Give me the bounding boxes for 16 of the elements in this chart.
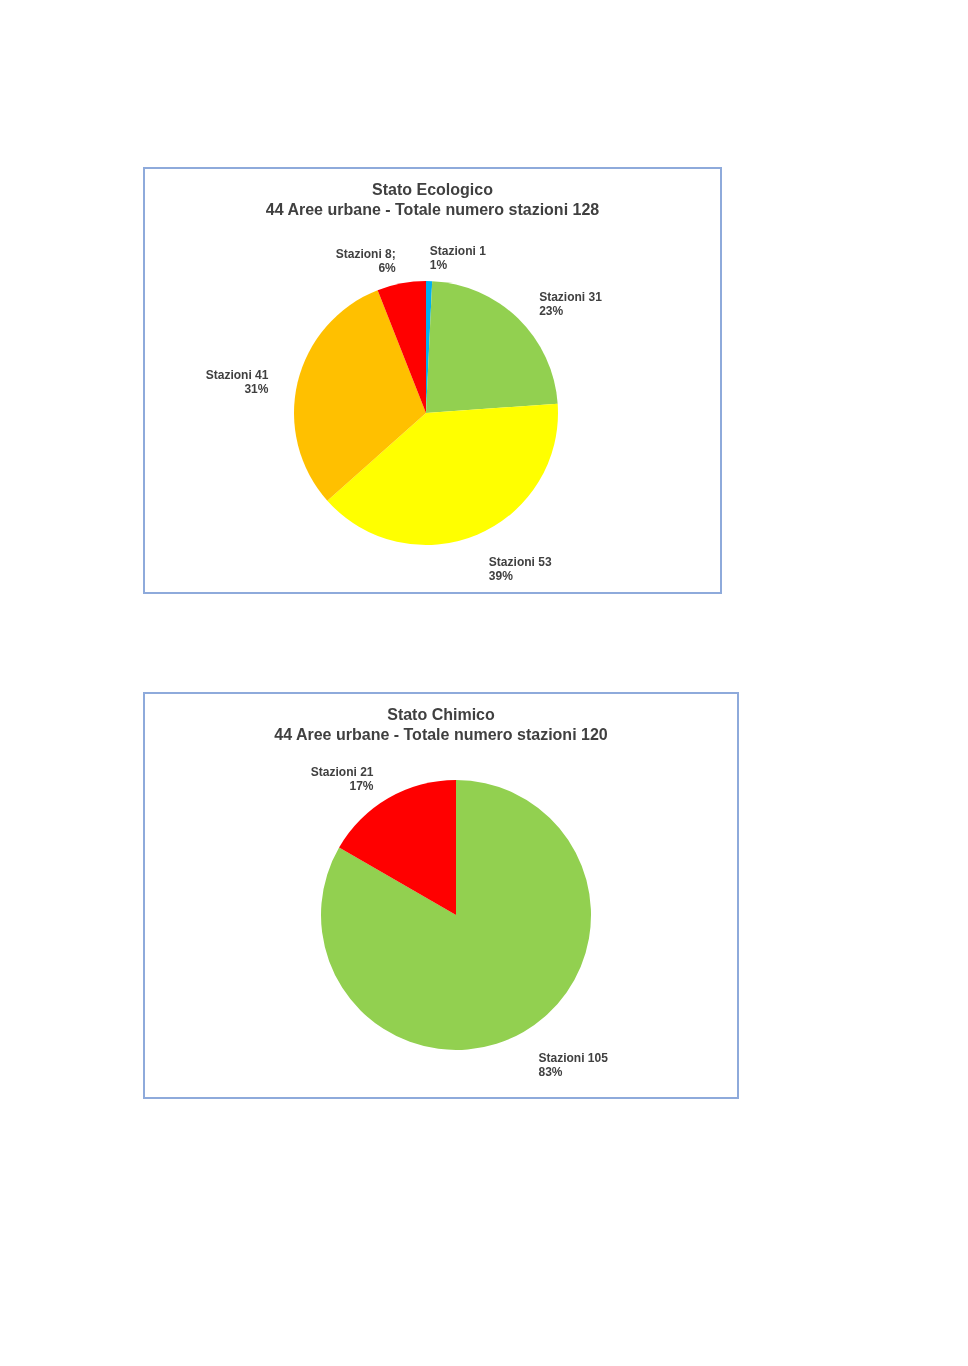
data-label: Stazioni 41 31% [205,368,269,397]
pie-slice [327,403,558,545]
chart-title: Stato Ecologico [372,181,494,198]
chart-title: Stato Chimico [387,706,496,723]
pie-slice [294,290,426,501]
data-label: Stazioni 105 83% [538,1050,609,1079]
pie-slice [339,780,456,915]
data-label: Stazioni 31 23% [539,290,603,319]
data-label: Stazioni 8; 6% [335,246,397,275]
chart-subtitle: 44 Aree urbane - Totale numero stazioni 128 [265,201,600,218]
data-label: Stazioni 1 1% [429,244,487,273]
pie-slice [321,780,591,1050]
data-label: Stazioni 53 39% [488,555,552,584]
pie-slice [377,281,426,413]
chart-subtitle: 44 Aree urbane - Totale numero stazioni 120 [274,726,608,743]
data-label: Stazioni 21 17% [310,765,374,794]
